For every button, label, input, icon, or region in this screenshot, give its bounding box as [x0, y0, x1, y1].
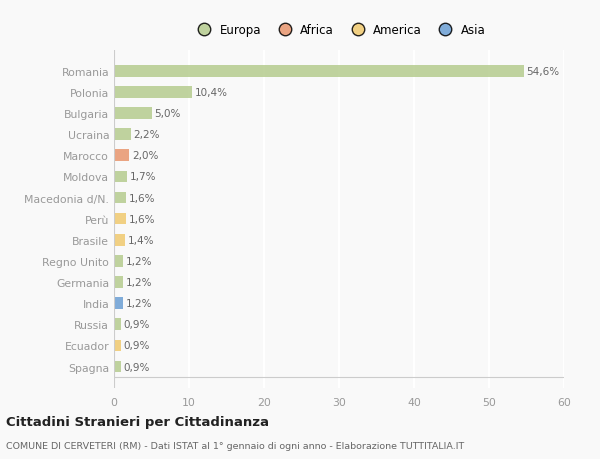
Bar [114, 277, 123, 288]
Text: 0,9%: 0,9% [124, 319, 150, 330]
Text: 0,9%: 0,9% [124, 362, 150, 372]
Text: 0,9%: 0,9% [124, 341, 150, 351]
Bar [114, 66, 523, 78]
Bar [114, 319, 121, 330]
Legend: Europa, Africa, America, Asia: Europa, Africa, America, Asia [188, 19, 490, 42]
Bar [114, 87, 192, 99]
Text: 1,7%: 1,7% [130, 172, 156, 182]
Bar [114, 108, 151, 120]
Text: 1,6%: 1,6% [129, 214, 155, 224]
Bar [114, 256, 123, 267]
Bar [114, 361, 121, 373]
Text: 1,6%: 1,6% [129, 193, 155, 203]
Text: COMUNE DI CERVETERI (RM) - Dati ISTAT al 1° gennaio di ogni anno - Elaborazione : COMUNE DI CERVETERI (RM) - Dati ISTAT al… [6, 441, 464, 450]
Text: 1,4%: 1,4% [128, 235, 154, 245]
Text: Cittadini Stranieri per Cittadinanza: Cittadini Stranieri per Cittadinanza [6, 415, 269, 428]
Text: 1,2%: 1,2% [126, 277, 152, 287]
Text: 5,0%: 5,0% [155, 109, 181, 119]
Text: 2,0%: 2,0% [132, 151, 158, 161]
Bar [114, 235, 125, 246]
Bar [114, 298, 123, 309]
Bar [114, 129, 131, 140]
Text: 2,2%: 2,2% [133, 130, 160, 140]
Text: 1,2%: 1,2% [126, 298, 152, 308]
Text: 54,6%: 54,6% [527, 67, 560, 77]
Text: 10,4%: 10,4% [195, 88, 228, 98]
Bar [114, 213, 126, 225]
Text: 1,2%: 1,2% [126, 256, 152, 266]
Bar [114, 150, 129, 162]
Bar [114, 192, 126, 204]
Bar [114, 171, 127, 183]
Bar [114, 340, 121, 352]
